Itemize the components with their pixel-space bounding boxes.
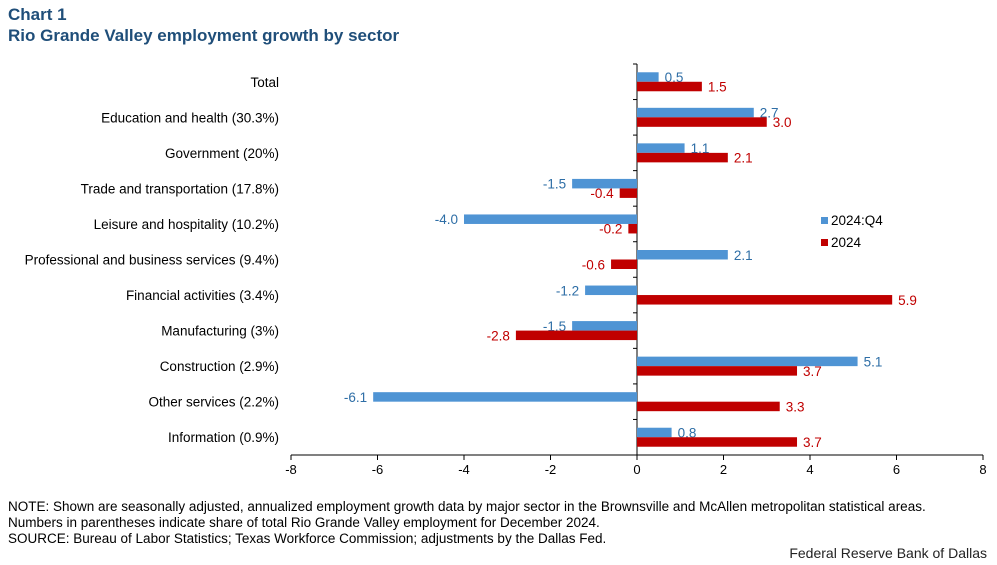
bar-2024q4 xyxy=(572,321,637,331)
bar-2024q4 xyxy=(637,72,659,82)
data-label: 2.1 xyxy=(734,248,753,263)
legend-swatch xyxy=(821,217,828,224)
chart-number: Chart 1 xyxy=(8,5,67,24)
data-label: -0.6 xyxy=(582,257,605,272)
x-tick-label: 4 xyxy=(806,462,813,477)
data-label: 3.3 xyxy=(786,399,805,414)
bar-2024 xyxy=(637,401,780,412)
legend-swatch xyxy=(821,239,828,246)
legend-label: 2024 xyxy=(831,235,862,250)
bar-2024q4 xyxy=(373,392,637,402)
bar-2024 xyxy=(611,259,637,269)
bar-2024 xyxy=(628,223,637,234)
category-label: Trade and transportation (17.8%) xyxy=(81,181,279,196)
credit-label: Federal Reserve Bank of Dallas xyxy=(789,545,987,561)
bar-2024 xyxy=(637,366,798,376)
bar-2024q4 xyxy=(585,285,637,296)
bar-2024q4 xyxy=(637,143,685,153)
category-label: Information (0.9%) xyxy=(168,430,279,445)
data-label: 0.5 xyxy=(665,70,684,85)
category-label: Financial activities (3.4%) xyxy=(126,288,279,303)
data-label: 2.1 xyxy=(734,151,753,166)
bar-2024q4 xyxy=(637,107,754,118)
bar-2024 xyxy=(637,81,702,92)
bar-2024 xyxy=(637,295,893,305)
bar-2024q4 xyxy=(464,214,637,224)
data-label: 1.1 xyxy=(691,141,710,156)
data-label: 5.9 xyxy=(898,293,917,308)
data-label: -0.4 xyxy=(590,186,614,201)
x-tick-label: -6 xyxy=(372,462,384,477)
category-label: Total xyxy=(250,75,279,90)
bar-2024q4 xyxy=(572,178,637,189)
data-label: -6.1 xyxy=(344,390,367,405)
bar-2024 xyxy=(637,437,798,447)
category-label: Construction (2.9%) xyxy=(160,359,279,374)
chart-title: Rio Grande Valley employment growth by s… xyxy=(8,26,400,45)
data-label: -1.2 xyxy=(556,283,579,298)
data-label: 2.7 xyxy=(760,106,779,121)
data-label: -4.0 xyxy=(435,212,458,227)
bar-2024 xyxy=(637,152,728,163)
bar-2024q4 xyxy=(637,427,672,438)
data-label: 3.7 xyxy=(803,364,822,379)
data-label: 0.8 xyxy=(678,425,697,440)
bar-2024 xyxy=(515,330,637,341)
category-label: Manufacturing (3%) xyxy=(161,324,279,339)
data-label: -2.8 xyxy=(487,328,510,343)
bar-chart: -8 -6 -4 -2 0 2 4 6 8 Total 0.5 1.5 Education and he… xyxy=(25,63,987,477)
x-tick-label: -8 xyxy=(285,462,297,477)
x-tick-label: 8 xyxy=(979,462,986,477)
legend-label: 2024:Q4 xyxy=(831,213,883,228)
category-label: Education and health (30.3%) xyxy=(101,110,279,125)
x-tick-label: -4 xyxy=(458,462,470,477)
x-tick-label: 2 xyxy=(720,462,727,477)
bar-2024q4 xyxy=(637,356,858,367)
chart-source: SOURCE: Bureau of Labor Statistics; Texa… xyxy=(8,531,607,546)
chart-note: NOTE: Shown are seasonally adjusted, ann… xyxy=(8,499,926,530)
data-label: 3.0 xyxy=(773,115,792,130)
data-label: -1.5 xyxy=(543,177,566,192)
data-label: 3.7 xyxy=(803,435,822,450)
category-label: Other services (2.2%) xyxy=(148,395,279,410)
category-label: Professional and business services (9.4%… xyxy=(25,253,279,268)
bar-2024 xyxy=(619,188,637,198)
bar-2024 xyxy=(637,117,767,127)
bar-2024q4 xyxy=(637,250,728,260)
x-tick-label: -2 xyxy=(545,462,557,477)
category-label: Leisure and hospitality (10.2%) xyxy=(94,217,279,232)
category-label: Government (20%) xyxy=(165,146,279,161)
data-label: -0.2 xyxy=(599,222,622,237)
data-label: 5.1 xyxy=(864,354,883,369)
data-label: 1.5 xyxy=(708,80,727,95)
x-tick-label: 0 xyxy=(633,462,640,477)
x-tick-label: 6 xyxy=(893,462,900,477)
data-label: -1.5 xyxy=(543,319,566,334)
